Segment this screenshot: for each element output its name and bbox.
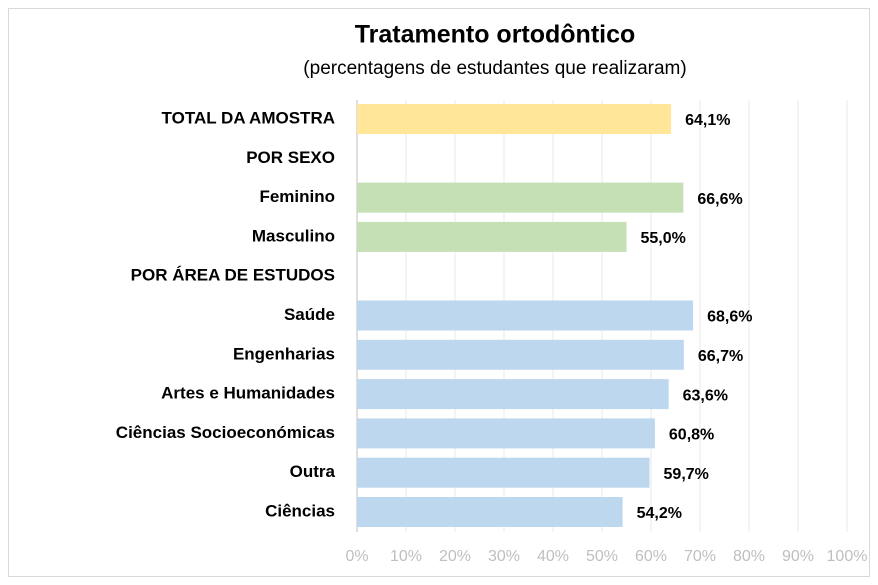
chart-title: Tratamento ortodôntico [355, 21, 636, 49]
category-label: Engenharias [233, 344, 335, 363]
category-label: Feminino [259, 187, 335, 206]
bar [357, 457, 650, 488]
value-label: 63,6% [683, 387, 728, 404]
x-tick-label: 10% [390, 548, 422, 565]
category-label: TOTAL DA AMOSTRA [162, 108, 335, 127]
category-label: Ciências [265, 501, 335, 520]
value-label: 59,7% [664, 466, 709, 483]
x-tick-label: 90% [782, 548, 814, 565]
x-tick-label: 0% [345, 548, 368, 565]
value-label: 64,1% [685, 112, 730, 129]
chart-border [8, 8, 870, 577]
value-label: 66,7% [698, 348, 743, 365]
category-label: Saúde [284, 305, 335, 324]
bar [357, 221, 627, 252]
category-label: POR SEXO [246, 148, 335, 167]
bar [357, 104, 672, 134]
x-tick-label: 80% [733, 548, 765, 565]
bar [357, 497, 623, 527]
x-tick-label: 40% [537, 548, 569, 565]
value-label: 60,8% [669, 427, 714, 444]
category-label: Artes e Humanidades [161, 384, 335, 403]
x-tick-label: 100% [827, 548, 868, 565]
bar [357, 379, 669, 410]
category-label: POR ÁREA DE ESTUDOS [131, 266, 335, 285]
category-label: Masculino [252, 226, 335, 245]
value-label: 68,6% [707, 309, 752, 326]
category-label: Ciências Socioeconómicas [116, 423, 335, 442]
x-tick-label: 20% [439, 548, 471, 565]
x-tick-label: 60% [635, 548, 667, 565]
value-label: 54,2% [637, 505, 682, 522]
category-label: Outra [290, 462, 336, 481]
x-tick-label: 70% [684, 548, 716, 565]
bar [357, 300, 694, 331]
value-label: 55,0% [641, 230, 686, 247]
x-tick-label: 30% [488, 548, 520, 565]
bar [357, 182, 684, 213]
chart-subtitle: (percentagens de estudantes que realizar… [303, 58, 686, 79]
bar [357, 339, 684, 370]
x-tick-label: 50% [586, 548, 618, 565]
bar [357, 418, 655, 449]
value-label: 66,6% [697, 191, 742, 208]
